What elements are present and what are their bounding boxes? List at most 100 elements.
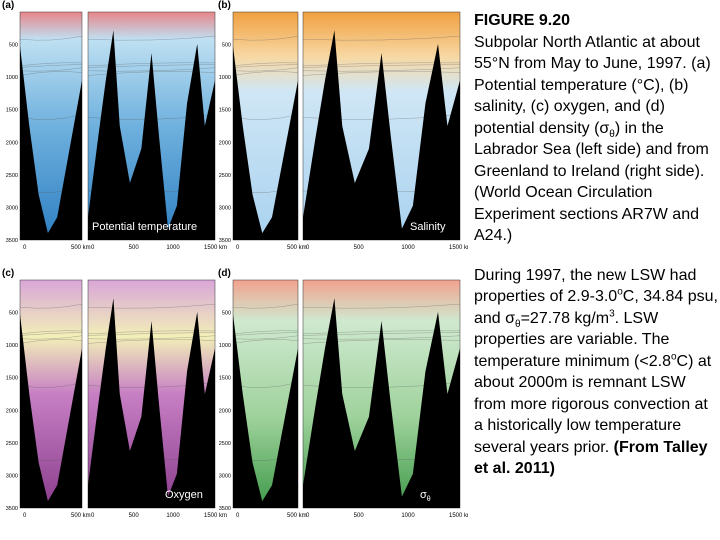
panel-label: (b) bbox=[218, 0, 231, 11]
km-label: 0 bbox=[23, 245, 27, 251]
contour bbox=[232, 339, 299, 344]
contour bbox=[19, 64, 83, 68]
caption-sub: θ bbox=[609, 128, 615, 140]
bathymetry bbox=[88, 298, 215, 508]
caption-text: ) in the Labrador Sea (left side) and fr… bbox=[474, 119, 709, 245]
depth-label: 2000 bbox=[219, 140, 231, 146]
note-text: =27.78 kg/m bbox=[520, 309, 610, 327]
depth-label: 3500 bbox=[219, 238, 231, 244]
depth-label: 2000 bbox=[6, 408, 18, 414]
km-label: 500 km bbox=[71, 513, 91, 519]
contour bbox=[19, 330, 83, 335]
note-text: C) at about 2000m is remnant LSW from mo… bbox=[474, 352, 712, 456]
km-label: 1000 bbox=[166, 245, 180, 251]
depth-label: 1000 bbox=[6, 343, 18, 349]
km-label: 1500 km bbox=[204, 245, 227, 251]
depth-label: 1000 bbox=[219, 75, 231, 81]
km-label: 1500 km bbox=[449, 513, 468, 519]
panel-title: Oxygen bbox=[165, 489, 203, 501]
bathymetry bbox=[233, 314, 298, 508]
figure-caption: FIGURE 9.20 Subpolar North Atlantic at ab… bbox=[474, 10, 718, 247]
km-label: 0 bbox=[23, 513, 27, 519]
km-label: 0 bbox=[306, 245, 310, 251]
contour bbox=[232, 71, 299, 76]
contour bbox=[232, 303, 299, 309]
contour bbox=[19, 62, 83, 67]
note: During 1997, the new LSW had properties … bbox=[474, 265, 718, 480]
km-label: 500 bbox=[354, 513, 365, 519]
km-label: 0 bbox=[91, 245, 95, 251]
depth-label: 3000 bbox=[219, 205, 231, 211]
depth-label: 3500 bbox=[219, 506, 231, 512]
caption-text: Subpolar North Atlantic at about 55°N fr… bbox=[474, 33, 711, 137]
depth-label: 2000 bbox=[6, 140, 18, 146]
note-sup: o bbox=[617, 286, 623, 298]
panel-title-part: θ bbox=[427, 496, 431, 503]
contour bbox=[19, 303, 83, 309]
km-label: 500 km bbox=[287, 513, 307, 519]
panel-label: (c) bbox=[2, 268, 14, 279]
contour bbox=[19, 71, 83, 76]
bathymetry bbox=[303, 298, 460, 508]
depth-label: 3500 bbox=[6, 238, 18, 244]
km-label: 1000 bbox=[166, 513, 180, 519]
note-sup: 3 bbox=[609, 308, 615, 320]
panel-label: (a) bbox=[2, 0, 14, 11]
bathymetry bbox=[233, 46, 298, 241]
km-label: 500 km bbox=[287, 245, 307, 251]
figure: (a)0 500 km 0 500 1000 1500 km500100015002000… bbox=[2, 0, 468, 519]
contour bbox=[232, 62, 299, 67]
km-label: 0 bbox=[236, 245, 240, 251]
km-label: 500 bbox=[129, 245, 140, 251]
panel-title-part: Potential temperature bbox=[92, 221, 197, 233]
depth-label: 1000 bbox=[219, 343, 231, 349]
km-label: 500 km bbox=[71, 245, 91, 251]
note-source: (From Talley et al. 2011) bbox=[474, 438, 708, 478]
depth-label: 1500 bbox=[219, 376, 231, 382]
depth-label: 500 bbox=[9, 43, 18, 49]
panel-title: Salinity bbox=[410, 221, 446, 233]
panel-label: (d) bbox=[218, 268, 231, 279]
depth-label: 3000 bbox=[6, 205, 18, 211]
bathymetry bbox=[20, 314, 82, 508]
note-text: During 1997, the new LSW had properties … bbox=[474, 266, 697, 306]
depth-label: 2500 bbox=[6, 441, 18, 447]
km-label: 1000 bbox=[401, 245, 415, 251]
depth-label: 500 bbox=[222, 311, 231, 317]
depth-label: 3500 bbox=[6, 506, 18, 512]
depth-label: 3000 bbox=[6, 473, 18, 479]
km-label: 0 bbox=[306, 513, 310, 519]
panel-title: σθ bbox=[420, 489, 431, 503]
contour bbox=[302, 303, 461, 309]
bathymetry bbox=[20, 46, 82, 241]
panel-title-part: Oxygen bbox=[165, 489, 203, 501]
contour bbox=[232, 332, 299, 336]
note-text: C, 34.84 psu, and σ bbox=[474, 288, 718, 327]
contour bbox=[19, 335, 83, 340]
contour bbox=[19, 339, 83, 344]
depth-label: 1500 bbox=[219, 108, 231, 114]
km-label: 1500 km bbox=[449, 245, 468, 251]
km-label: 0 bbox=[236, 513, 240, 519]
depth-label: 500 bbox=[9, 311, 18, 317]
note-text: . LSW properties are variable. The tempe… bbox=[474, 309, 671, 370]
contour bbox=[19, 67, 83, 72]
depth-label: 2500 bbox=[6, 173, 18, 179]
panel-title-part: σ bbox=[420, 489, 427, 501]
caption: FIGURE 9.20 Subpolar North Atlantic at ab… bbox=[474, 10, 718, 498]
caption-heading: FIGURE 9.20 bbox=[474, 12, 571, 29]
contour bbox=[232, 35, 299, 41]
contour bbox=[232, 67, 299, 72]
km-label: 500 bbox=[129, 513, 140, 519]
km-label: 1500 km bbox=[204, 513, 227, 519]
km-label: 500 bbox=[354, 245, 365, 251]
km-label: 0 bbox=[91, 513, 95, 519]
contour bbox=[87, 303, 216, 309]
bathymetry bbox=[88, 30, 215, 240]
depth-label: 3000 bbox=[219, 473, 231, 479]
depth-label: 1500 bbox=[6, 108, 18, 114]
km-label: 1000 bbox=[401, 513, 415, 519]
contour bbox=[87, 35, 216, 41]
depth-label: 2500 bbox=[219, 441, 231, 447]
